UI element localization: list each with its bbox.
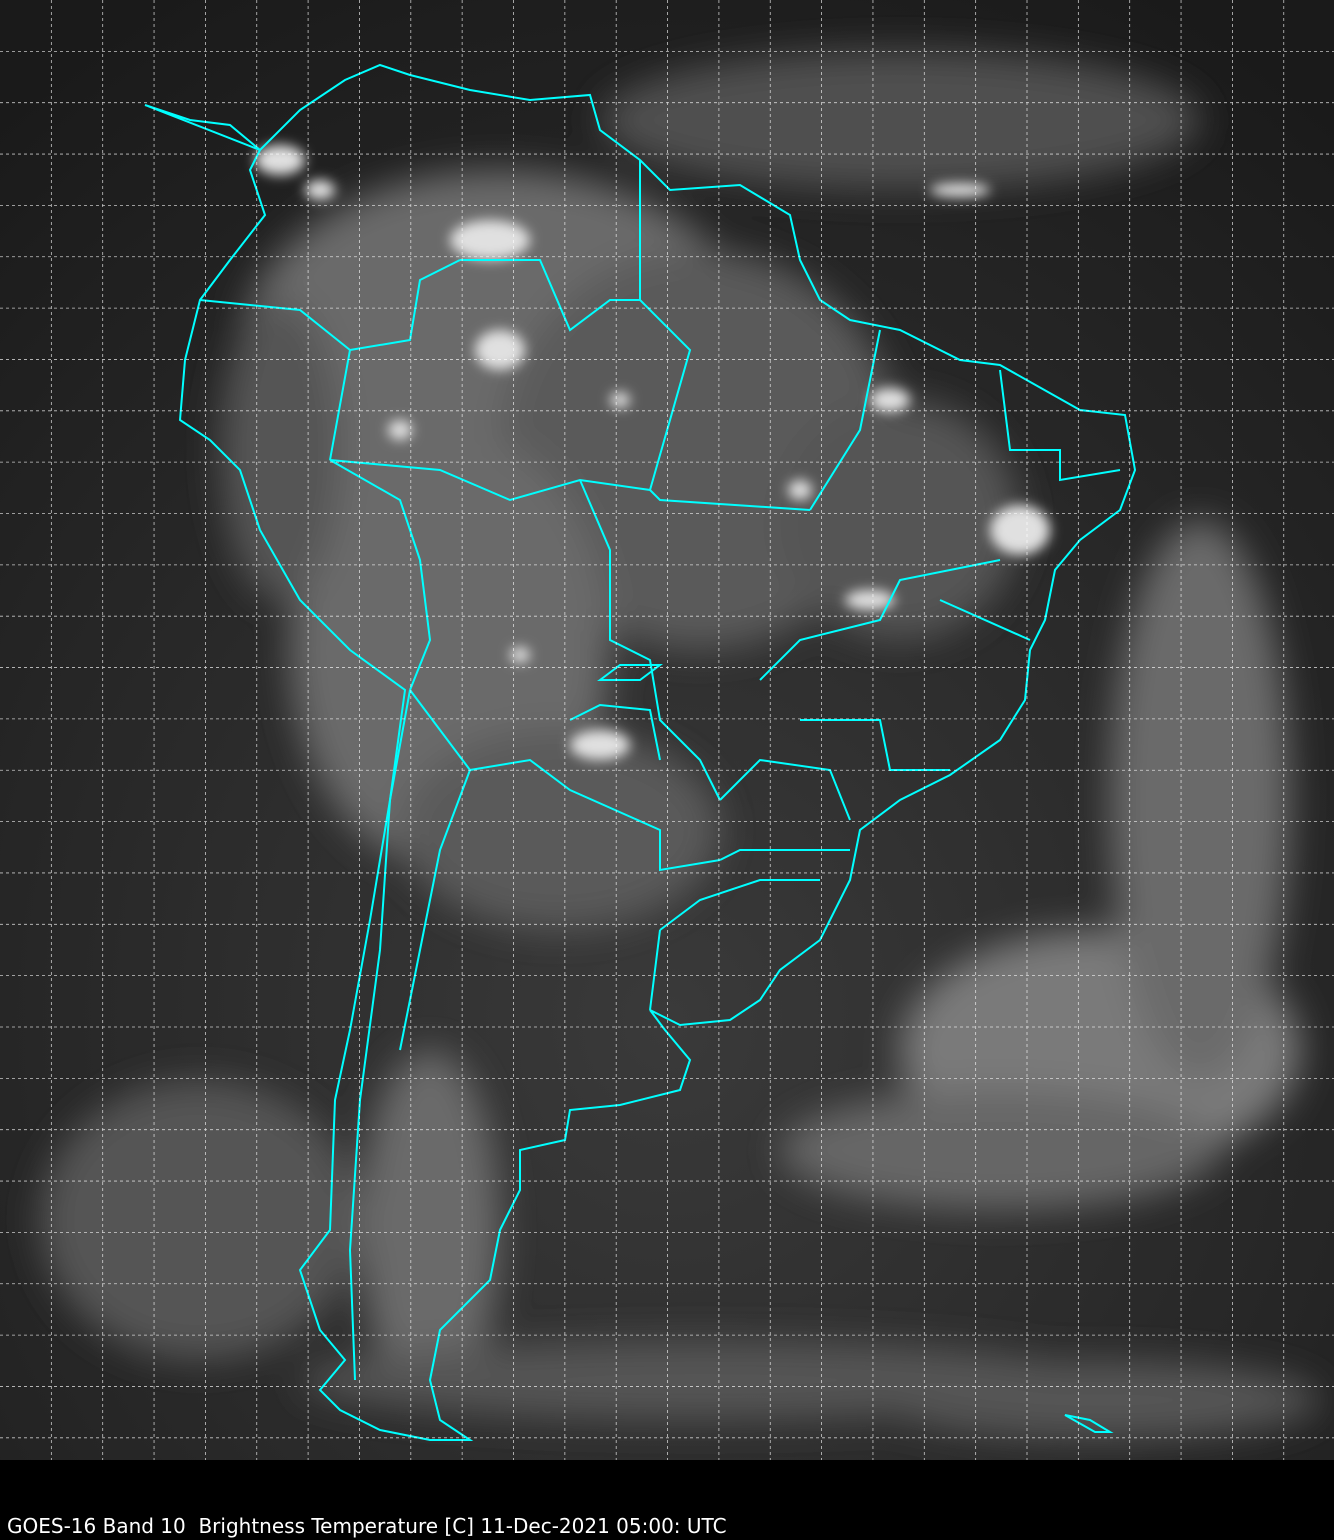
cloud-layer xyxy=(40,50,1320,1440)
cloud-mass xyxy=(40,1080,360,1360)
cloud-mass xyxy=(360,1050,500,1410)
border-line xyxy=(649,929,661,1011)
cold-cloud-top xyxy=(305,180,335,200)
border-line xyxy=(329,459,432,691)
border-line xyxy=(399,769,471,1051)
island-outline xyxy=(1064,1414,1114,1433)
border-line xyxy=(719,849,850,861)
continent-coastline xyxy=(144,63,1137,1441)
island-outline xyxy=(597,664,663,681)
cloud-mass xyxy=(780,1090,1220,1210)
cloud-mass xyxy=(220,300,340,600)
cold-cloud-top xyxy=(788,480,812,500)
cold-cloud-top xyxy=(870,388,910,412)
border-line xyxy=(199,299,351,351)
cold-cloud-top xyxy=(990,505,1050,555)
border-line xyxy=(329,259,461,461)
cloud-mass xyxy=(1110,520,1290,1080)
border-line xyxy=(809,329,881,511)
border-line xyxy=(759,559,1001,681)
cold-cloud-top xyxy=(930,183,990,197)
border-line xyxy=(579,479,721,801)
cold-cloud-top xyxy=(570,730,630,760)
border-line xyxy=(639,160,692,491)
cold-cloud-top xyxy=(255,145,305,175)
cloud-mass xyxy=(880,1360,1320,1440)
cloud-mass xyxy=(600,50,1200,190)
cold-cloud-top xyxy=(388,420,412,440)
cold-cloud-top xyxy=(610,392,630,408)
bright-cloud-tops xyxy=(255,145,1050,760)
cold-cloud-top xyxy=(450,220,530,260)
cold-cloud-top xyxy=(845,590,895,610)
border-line xyxy=(569,703,661,761)
border-line xyxy=(659,879,820,931)
cold-cloud-top xyxy=(475,330,525,370)
border-line xyxy=(999,369,1121,482)
border-line xyxy=(939,599,1031,641)
border-line xyxy=(348,689,411,1381)
image-caption: GOES-16 Band 10 Brightness Temperature [… xyxy=(7,1514,727,1538)
satellite-map xyxy=(0,0,1334,1460)
cold-cloud-top xyxy=(510,647,530,663)
cloud-mass xyxy=(400,730,720,930)
lat-lon-grid xyxy=(0,0,1334,1460)
border-line xyxy=(719,758,851,821)
cloud-mass xyxy=(780,400,1020,640)
